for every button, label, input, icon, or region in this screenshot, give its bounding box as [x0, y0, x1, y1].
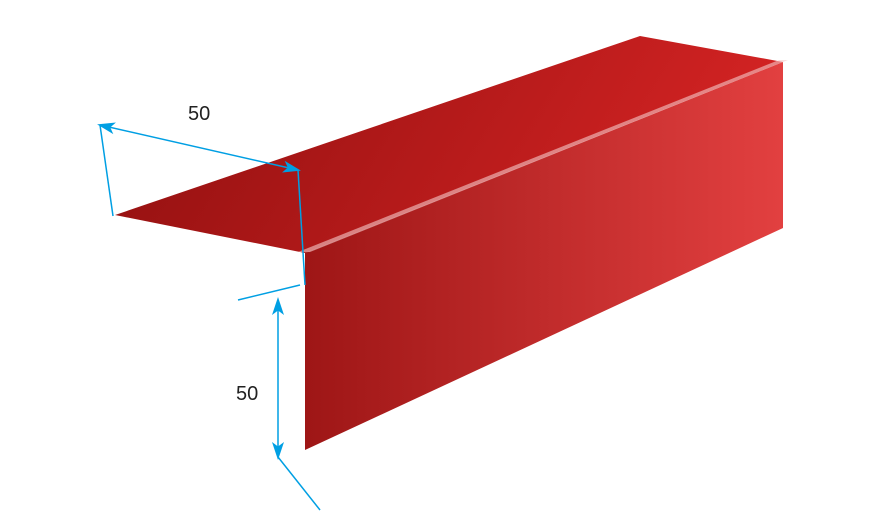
dim-extension-line	[238, 285, 300, 300]
dim-width-label: 50	[188, 103, 210, 125]
diagram-canvas: 50 50	[0, 0, 880, 514]
dim-line	[100, 125, 298, 170]
dim-height-label: 50	[236, 383, 258, 405]
dim-extension-line	[278, 457, 320, 510]
dim-extension-line	[100, 125, 113, 216]
angle-profile	[115, 36, 788, 450]
